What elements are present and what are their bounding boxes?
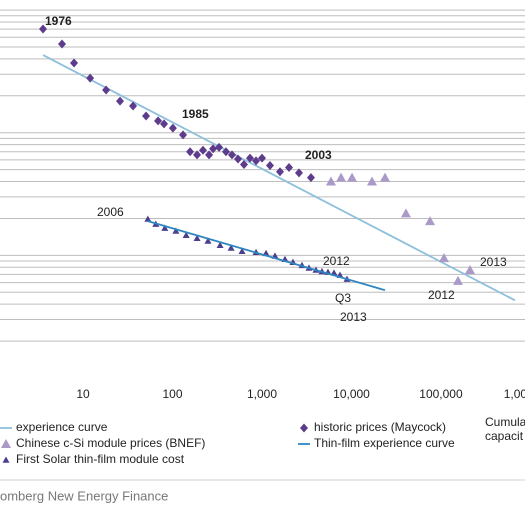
legend-label: Thin-film experience curve bbox=[314, 436, 455, 450]
diamond-marker bbox=[222, 147, 231, 157]
diamond-marker bbox=[102, 85, 111, 95]
diamond-marker bbox=[58, 39, 67, 49]
legend-label: experience curve bbox=[16, 420, 108, 434]
diamond-marker bbox=[154, 116, 163, 126]
diamond-marker bbox=[285, 163, 294, 173]
x-tick-label: 1,000 bbox=[247, 387, 277, 401]
triangle-marker bbox=[144, 215, 152, 222]
diamond-marker bbox=[86, 73, 95, 83]
triangle-marker bbox=[325, 176, 336, 186]
x-tick-label: 100,000 bbox=[419, 387, 463, 401]
diamond-marker bbox=[179, 130, 188, 140]
diamond-marker bbox=[160, 119, 169, 129]
x-tick-label: 1,000,000 bbox=[504, 387, 525, 401]
source: omberg New Energy Finance bbox=[0, 488, 168, 503]
diamond-marker bbox=[193, 150, 202, 160]
legend-swatch bbox=[1, 439, 11, 448]
annotation: 2013 bbox=[480, 255, 507, 269]
diamond-marker bbox=[168, 123, 177, 133]
triangle-marker bbox=[336, 172, 347, 182]
annotation: 2013 bbox=[340, 310, 367, 324]
x-axis-label: capacit bbox=[485, 429, 524, 443]
diamond-marker bbox=[233, 154, 242, 164]
diamond-marker bbox=[258, 153, 267, 163]
diamond-marker bbox=[245, 153, 254, 163]
triangle-marker bbox=[182, 231, 190, 239]
annotation: 1985 bbox=[182, 107, 209, 121]
x-tick-label: 100 bbox=[163, 387, 183, 401]
diamond-marker bbox=[275, 167, 284, 177]
annotation: 2012 bbox=[323, 254, 350, 268]
x-tick-label: 10,000 bbox=[333, 387, 370, 401]
legend-swatch bbox=[2, 456, 10, 463]
diamond-marker bbox=[198, 145, 207, 155]
triangle-marker bbox=[347, 172, 358, 182]
x-tick-label: 10 bbox=[76, 387, 90, 401]
triangle-marker bbox=[216, 241, 224, 249]
diamond-marker bbox=[252, 156, 261, 166]
triangle-marker bbox=[193, 234, 201, 242]
diamond-marker bbox=[239, 160, 248, 170]
annotation: 1976 bbox=[45, 14, 72, 28]
diamond-marker bbox=[209, 144, 218, 154]
diamond-marker bbox=[142, 111, 151, 121]
diamond-marker bbox=[265, 161, 274, 171]
diamond-marker bbox=[228, 150, 237, 160]
triangle-marker bbox=[227, 244, 235, 251]
diamond-marker bbox=[129, 101, 138, 111]
triangle-marker bbox=[161, 224, 169, 231]
triangle-marker bbox=[172, 227, 180, 234]
annotation: 2006 bbox=[97, 205, 124, 219]
diamond-marker bbox=[215, 142, 224, 152]
diamond-marker bbox=[294, 168, 303, 178]
triangle-marker bbox=[367, 176, 378, 186]
triangle-marker bbox=[453, 275, 464, 285]
annotation: 2012 bbox=[428, 288, 455, 302]
trend-line bbox=[147, 220, 386, 292]
triangle-marker bbox=[438, 253, 449, 263]
triangle-marker bbox=[400, 208, 411, 218]
legend-label: historic prices (Maycock) bbox=[314, 420, 446, 434]
diamond-marker bbox=[306, 173, 315, 183]
trend-line bbox=[42, 54, 516, 302]
diamond-marker bbox=[205, 150, 214, 160]
legend-swatch bbox=[300, 423, 308, 433]
annotation: Q3 bbox=[335, 291, 351, 305]
annotation: 2003 bbox=[305, 148, 332, 162]
triangle-marker bbox=[464, 264, 475, 274]
legend-label: First Solar thin-film module cost bbox=[16, 452, 185, 466]
diamond-marker bbox=[70, 58, 79, 68]
legend-label: Chinese c-Si module prices (BNEF) bbox=[16, 436, 205, 450]
diamond-marker bbox=[116, 96, 125, 106]
triangle-marker bbox=[204, 237, 212, 244]
triangle-marker bbox=[238, 247, 246, 255]
x-axis-label: Cumula bbox=[485, 415, 525, 429]
diamond-marker bbox=[186, 147, 195, 157]
triangle-marker bbox=[380, 172, 391, 182]
diamond-marker bbox=[39, 24, 48, 34]
triangle-marker bbox=[425, 216, 436, 226]
